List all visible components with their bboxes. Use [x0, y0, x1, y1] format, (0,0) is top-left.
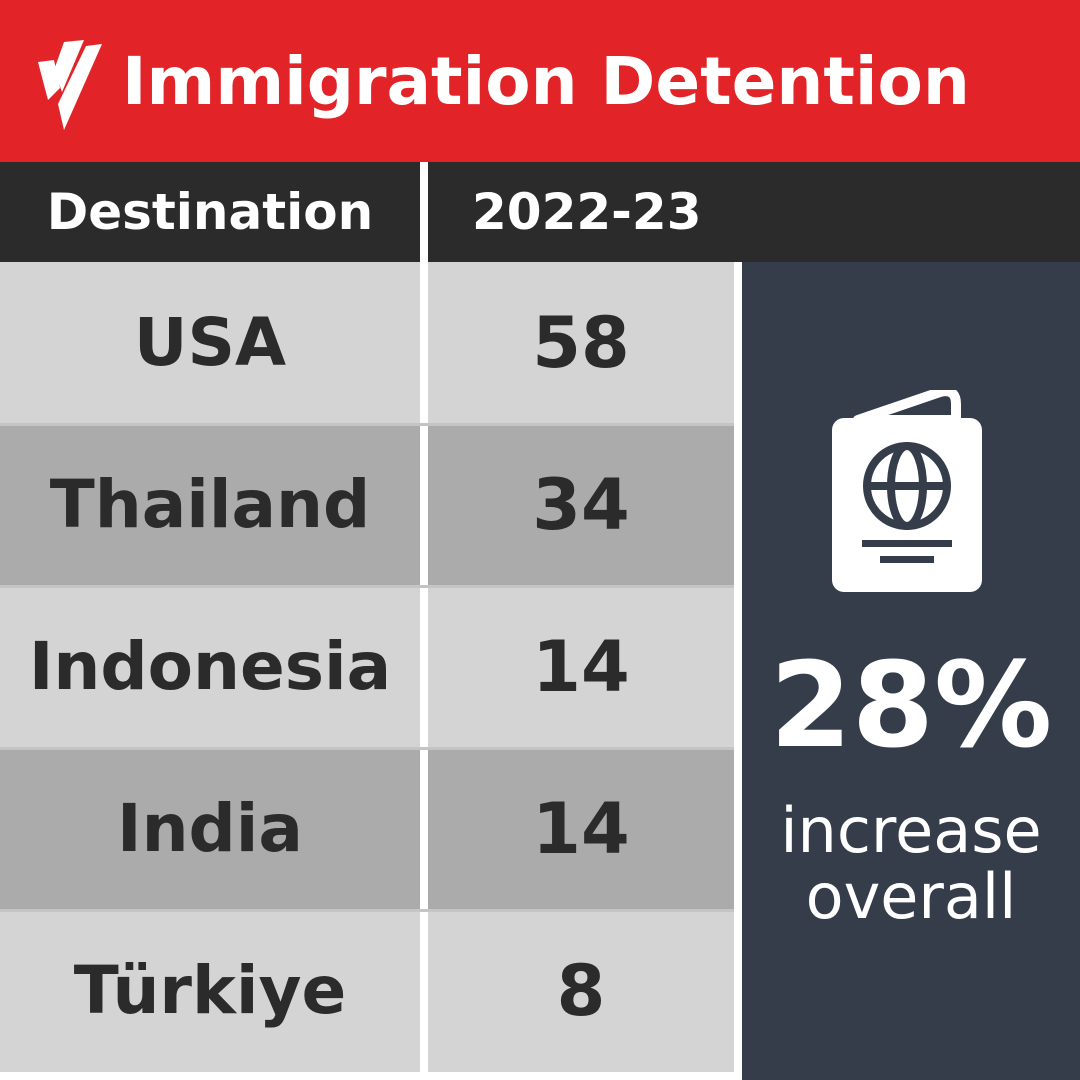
table-row-value: 34 — [428, 424, 734, 586]
page-title: Immigration Detention — [122, 43, 970, 120]
column-header-year: 2022-23 — [428, 162, 1080, 262]
column-header-destination: Destination — [0, 162, 420, 262]
row-separator — [0, 423, 734, 426]
table-row-value: 8 — [428, 910, 734, 1072]
panel-divider — [734, 262, 742, 1080]
callout-label-line1: increase — [780, 794, 1042, 867]
column-divider — [420, 162, 428, 1080]
row-separator — [0, 909, 734, 912]
table-row-value: 14 — [428, 748, 734, 910]
header-banner: Immigration Detention — [0, 0, 1080, 162]
passport-icon — [832, 390, 982, 592]
table-row-value: 58 — [428, 262, 734, 424]
table-row-destination: Türkiye — [0, 910, 420, 1072]
table-row-value: 14 — [428, 586, 734, 748]
row-separator — [0, 585, 734, 588]
table-row-destination: USA — [0, 262, 420, 424]
summary-panel: 28% increase overall — [742, 262, 1080, 1080]
table-row-destination: Indonesia — [0, 586, 420, 748]
percent-increase: 28% — [769, 636, 1053, 774]
sbs-logo-icon — [38, 40, 102, 130]
table-row-destination: Thailand — [0, 424, 420, 586]
row-separator — [0, 747, 734, 750]
table-row-destination: India — [0, 748, 420, 910]
callout-label-line2: overall — [805, 860, 1017, 933]
